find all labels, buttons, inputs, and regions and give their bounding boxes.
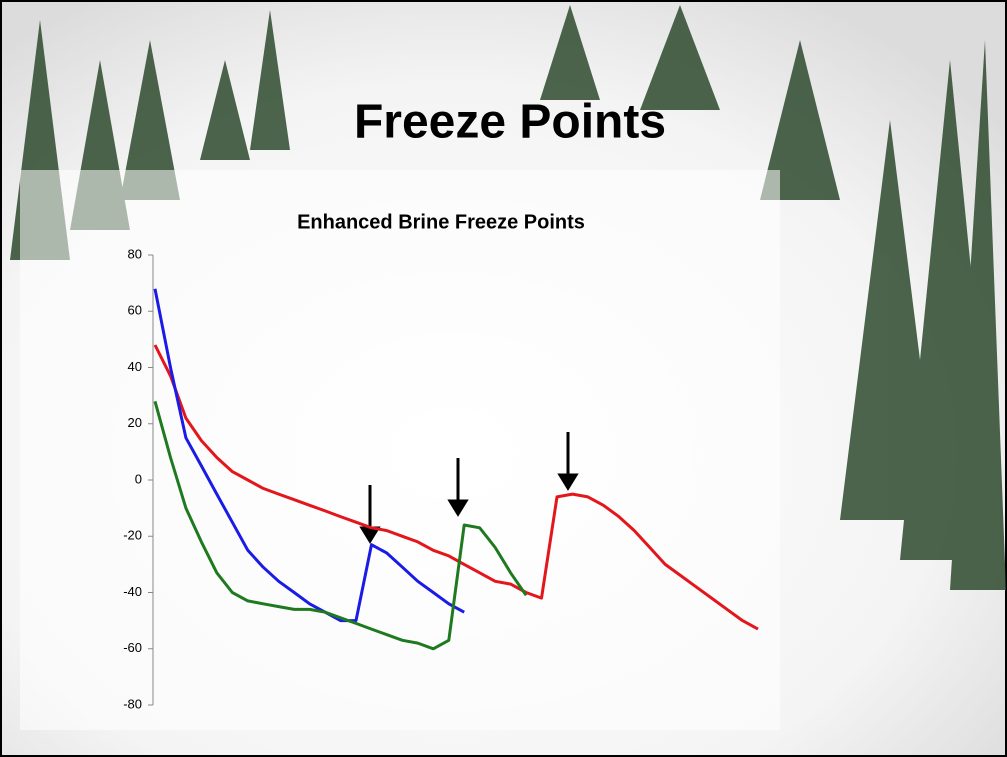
slide-title: Freeze Points xyxy=(354,96,666,149)
y-tick-label: 20 xyxy=(128,415,142,430)
arrow-head xyxy=(447,499,469,517)
chart-title: Enhanced Brine Freeze Points xyxy=(297,211,585,233)
y-tick-label: 80 xyxy=(128,246,142,261)
snow-spray xyxy=(20,170,780,730)
y-tick-label: -80 xyxy=(123,696,142,711)
y-tick-label: -60 xyxy=(123,640,142,655)
series-line xyxy=(153,400,528,651)
series-line xyxy=(153,344,759,631)
y-tick-label: -40 xyxy=(123,584,142,599)
y-tick-label: -20 xyxy=(123,528,142,543)
y-tick-label: 60 xyxy=(128,303,142,318)
arrow-head xyxy=(557,473,579,491)
series-line xyxy=(153,288,465,623)
y-tick-label: 40 xyxy=(128,359,142,374)
y-tick-label: 0 xyxy=(135,471,142,486)
